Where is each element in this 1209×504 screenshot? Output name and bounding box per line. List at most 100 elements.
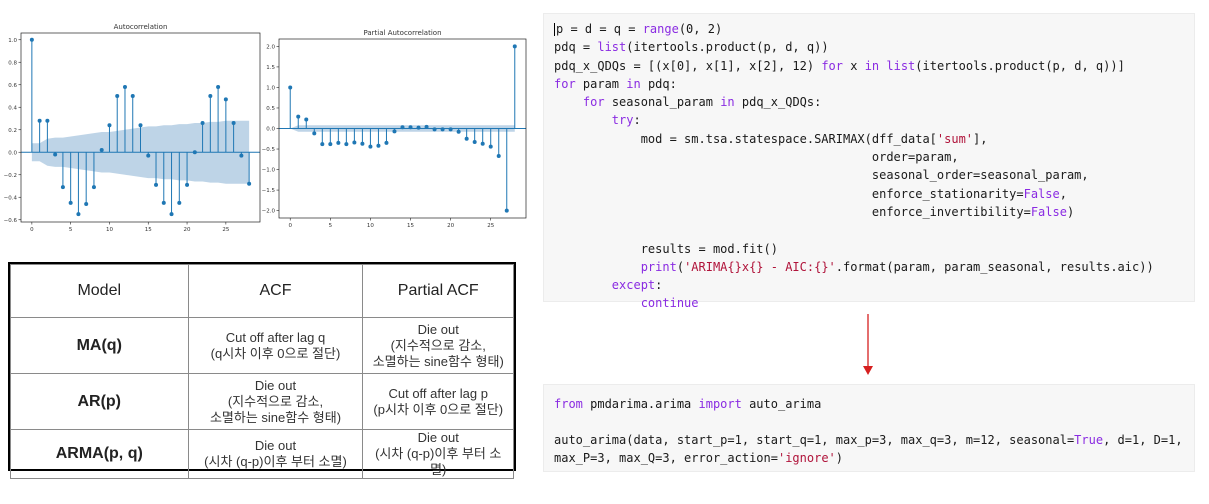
code-text: seasonal_param	[604, 95, 721, 110]
code-line: print('ARIMA{}x{} - AIC:{}'.format(param…	[554, 258, 1194, 276]
code-string: 'ARIMA{}x{} - AIC:{}'	[684, 259, 836, 274]
data-point	[231, 121, 236, 125]
data-point	[146, 153, 151, 158]
code-keyword: from	[554, 397, 583, 411]
code-keyword: import	[698, 397, 742, 411]
code-text	[554, 260, 641, 274]
data-point	[91, 185, 96, 190]
table-header-row: Model ACF Partial ACF	[10, 264, 514, 318]
row-model: MA(q)	[10, 317, 189, 374]
code-text: (itertools.product(p, d, q))	[626, 40, 829, 55]
code-text: (0, 2)	[678, 22, 723, 36]
data-point	[344, 142, 349, 147]
chart-svg: Autocorrelation 1.0 0.8 0.6 0.4 0.2 0.0 −0.2 −0.…	[4, 23, 261, 233]
y-tick-label: 0.0	[8, 150, 17, 156]
data-point	[122, 85, 127, 89]
code-line: enforce_stationarity=False,	[554, 185, 1194, 203]
row-acf: Die out (시차 (q-p)이후 부터 소멸)	[187, 429, 364, 479]
acf-pacf-table-frame: Model ACF Partial ACF MA(q) Cut off afte…	[8, 262, 516, 479]
cell-line: Cut off after lag q	[225, 329, 326, 345]
data-point	[29, 37, 34, 42]
code-text: .format(param, param_seasonal, results.a…	[835, 259, 1154, 274]
data-point	[360, 141, 365, 146]
data-point	[185, 182, 190, 187]
code-line: mod = sm.tsa.statespace.SARIMAX(dff_data…	[554, 130, 1194, 148]
code-text: enforce_stationarity=	[554, 186, 1024, 201]
code-line: try:	[554, 111, 1194, 129]
data-point	[107, 123, 112, 128]
code-cell-sarimax[interactable]: p = d = q = range(0, 2) pdq = list(iterto…	[543, 13, 1195, 310]
y-tick-label: −2.0	[262, 209, 275, 215]
data-point	[115, 94, 120, 98]
data-point	[154, 182, 159, 187]
y-tick-label: −0.5	[262, 147, 275, 153]
code-line: pdq = list(itertools.product(p, d, q))	[554, 38, 1194, 56]
cell-line: (p시차 이후 0으로 절단)	[373, 401, 504, 417]
row-pacf: Cut off after lag p (p시차 이후 0으로 절단)	[362, 373, 514, 430]
data-point	[432, 127, 437, 132]
code-text: ,	[1059, 186, 1067, 201]
cell-line: (시차 (q-p)이후 부터 소멸)	[204, 454, 347, 469]
code-text: (	[676, 259, 685, 274]
data-point	[60, 185, 65, 190]
code-keyword: for	[582, 95, 605, 110]
row-acf: Cut off after lag q (q시차 이후 0으로 절단)	[187, 317, 364, 374]
code-text: )	[835, 451, 843, 465]
x-tick-label: 25	[487, 223, 494, 229]
data-point	[99, 148, 104, 152]
header-model: Model	[10, 264, 189, 318]
row-pacf: Die out (시차 (q-p)이후 부터 소멸)	[362, 429, 514, 479]
y-tick-label: −0.2	[4, 173, 17, 179]
data-point	[84, 202, 89, 206]
data-point	[200, 121, 205, 125]
data-point	[247, 181, 252, 186]
x-tick-label: 0	[30, 227, 34, 232]
data-point	[408, 125, 413, 130]
code-keyword: list	[886, 58, 916, 73]
cell-line: (지수적으로 감소,	[390, 337, 486, 353]
code-line: enforce_invertibility=False)	[554, 203, 1194, 221]
code-line: except:	[554, 276, 1194, 294]
data-point	[296, 114, 301, 119]
code-text: enforce_invertibility=	[554, 204, 1031, 219]
code-line: auto_arima(data, start_p=1, start_q=1, m…	[554, 431, 1194, 449]
y-tick-label: 1.0	[8, 38, 17, 44]
x-tick-label: 5	[69, 227, 73, 232]
x-tick-label: 10	[367, 223, 374, 229]
data-point	[45, 118, 50, 123]
data-point	[488, 144, 493, 149]
data-point	[352, 140, 357, 145]
code-text	[554, 278, 612, 292]
cell-line: (q시차 이후 0으로 절단)	[210, 345, 341, 361]
header-acf: ACF	[187, 264, 364, 318]
data-point	[53, 152, 58, 157]
code-keyword: in	[720, 95, 735, 110]
data-point	[400, 125, 405, 130]
y-tick-label: −0.6	[4, 218, 18, 224]
code-text: order=param,	[554, 150, 959, 165]
data-point	[161, 200, 166, 205]
code-keyword: try	[611, 113, 634, 128]
cell-line: (지수적으로 감소,	[227, 393, 324, 409]
code-keyword: except	[611, 278, 656, 293]
data-point	[504, 208, 509, 213]
code-text: results = mod.fit()	[554, 241, 778, 256]
data-point	[288, 85, 293, 90]
code-line: pdq_x_QDQs = [(x[0], x[1], x[2], 12) for…	[554, 57, 1194, 75]
code-keyword: range	[642, 22, 679, 36]
data-point	[424, 124, 429, 129]
code-text	[554, 113, 612, 127]
chart-title: Partial Autocorrelation	[363, 29, 441, 37]
code-line: from pmdarima.arima import auto_arima	[554, 395, 1194, 413]
cell-line: 소멸하는 sine함수 형태)	[209, 409, 342, 425]
data-point	[223, 97, 228, 102]
plot-frame	[20, 32, 261, 223]
y-tick-label: 0.5	[266, 106, 275, 112]
data-point	[130, 94, 135, 98]
data-point	[177, 200, 182, 205]
data-point	[440, 127, 445, 132]
data-point	[76, 212, 81, 217]
code-keyword: False	[1030, 204, 1067, 219]
code-text: pdq_x_QDQs:	[734, 95, 822, 110]
